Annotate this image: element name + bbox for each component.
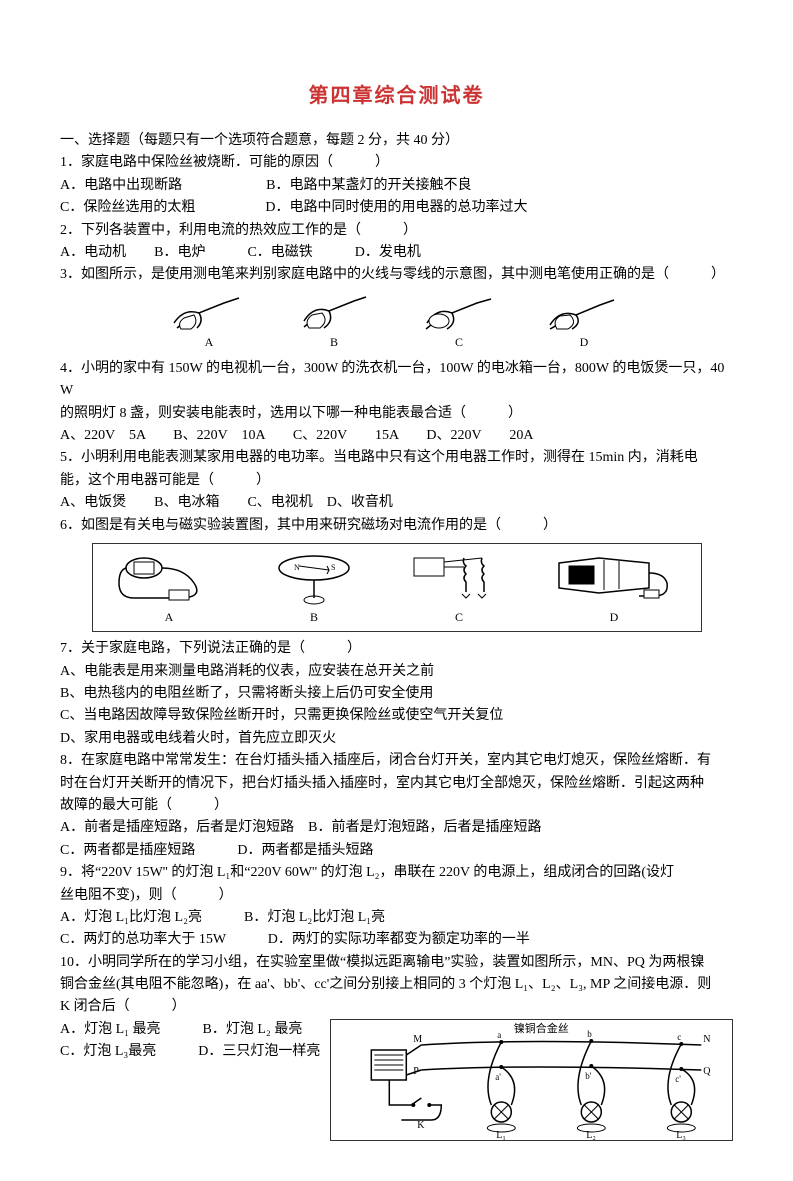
q1-opt-d: D．电路中同时使用的用电器的总功率过大 — [265, 200, 527, 215]
q3-fig-a: A — [169, 293, 249, 352]
q5-opts: A、电饭煲 B、电冰箱 C、电视机 D、收音机 — [60, 492, 733, 514]
circuit-loop-icon — [114, 548, 224, 608]
compass-magnet-icon: N S — [259, 548, 369, 608]
fig-title: 镍铜合金丝 — [514, 1021, 569, 1035]
q4-opts: A、220V 5A B、220V 10A C、220V 15A D、220V 2… — [60, 425, 733, 447]
q10-opt-a: A．灯泡 L₁ 最亮 — [60, 1022, 161, 1037]
q1-opt-c: C．保险丝选用的太粗 — [60, 200, 195, 215]
q6-figure-row: A N S B C — [92, 543, 702, 632]
q10-opt-d: D．三只灯泡一样亮 — [198, 1044, 320, 1059]
svg-text:N: N — [704, 1034, 711, 1045]
q10-opt-b: B．灯泡 L₂ 最亮 — [203, 1022, 303, 1037]
q3-label-b: B — [330, 333, 338, 352]
q1-opt-a: A．电路中出现断路 — [60, 178, 182, 193]
q5-stem2: 能，这个用电器可能是（ ） — [60, 470, 733, 492]
q2-stem: 2．下列各装置中，利用电流的热效应工作的是（ ） — [60, 220, 733, 242]
q10-stem2: 铜合金丝(其电阻不能忽略)，在 aa'、bb'、cc'之间分别接上相同的 3 个… — [60, 974, 733, 996]
q1-row1: A．电路中出现断路 B．电路中某盏灯的开关接触不良 — [60, 175, 733, 197]
q8-ab: A．前者是插座短路，后者是灯泡短路 B．前者是灯泡短路，后者是插座短路 — [60, 817, 733, 839]
q10-answer-row: A．灯泡 L₁ 最亮 B．灯泡 L₂ 最亮 C．灯泡 L₃最亮 D．三只灯泡一样… — [60, 1019, 733, 1141]
bulb-l3: L₃ — [668, 1044, 696, 1140]
bulb-l1: L₁ — [488, 1042, 516, 1140]
exam-page: 第四章综合测试卷 一、选择题（每题只有一个选项符合题意，每题 2 分，共 40 … — [0, 0, 793, 1181]
svg-text:M: M — [414, 1034, 423, 1045]
q3-stem: 3．如图所示，是使用测电笔来判别家庭电路中的火线与零线的示意图，其中测电笔使用正… — [60, 264, 733, 286]
svg-text:N: N — [294, 563, 300, 572]
q4-stem1: 4．小明的家中有 150W 的电视机一台，300W 的洗衣机一台，100W 的电… — [60, 358, 733, 403]
q6-fig-d: D — [549, 548, 679, 627]
q6-fig-c: C — [404, 548, 514, 627]
solenoid-nails-icon — [404, 548, 514, 608]
q10-stem3: K 闭合后（ ） — [60, 996, 733, 1018]
q6-label-b: B — [310, 608, 318, 627]
q6-stem: 6．如图是有关电与磁实验装置图，其中用来研究磁场对电流作用的是（ ） — [60, 515, 733, 537]
svg-text:c: c — [678, 1032, 682, 1042]
q3-label-a: A — [205, 333, 214, 352]
q6-fig-b: N S B — [259, 548, 369, 627]
svg-text:b: b — [588, 1029, 593, 1039]
hand-pen-icon — [544, 293, 624, 333]
hand-pen-icon — [294, 293, 374, 333]
q10-opt-c: C．灯泡 L₃最亮 — [60, 1044, 156, 1059]
hand-pen-icon — [169, 293, 249, 333]
svg-text:a': a' — [496, 1072, 502, 1082]
svg-text:L₂: L₂ — [587, 1130, 597, 1140]
q10-opts-left: A．灯泡 L₁ 最亮 B．灯泡 L₂ 最亮 C．灯泡 L₃最亮 D．三只灯泡一样… — [60, 1019, 320, 1064]
q7-c: C、当电路因故障导致保险丝断开时，只需更换保险丝或使空气开关复位 — [60, 705, 733, 727]
bulb-l2: L₂ — [578, 1041, 606, 1140]
q1-row2: C．保险丝选用的太粗 D．电路中同时使用的用电器的总功率过大 — [60, 197, 733, 219]
q3-label-d: D — [580, 333, 589, 352]
svg-text:Q: Q — [704, 1066, 712, 1077]
svg-text:c': c' — [676, 1074, 682, 1084]
q8-stem2: 时在台灯开关断开的情况下，把台灯插头插入插座时，室内其它电灯全部熄灭，保险丝熔断… — [60, 773, 733, 795]
q7-b: B、电热毯内的电阻丝断了，只需将断头接上后仍可安全使用 — [60, 683, 733, 705]
q4-stem2: 的照明灯 8 盏，则安装电能表时，选用以下哪一种电能表最合适（ ） — [60, 403, 733, 425]
svg-text:L₁: L₁ — [497, 1130, 507, 1140]
q9-stem2: 丝电阻不变)，则（ ） — [60, 885, 733, 907]
q9-stem1: 9．将“220V 15W'' 的灯泡 L₁和“220V 60W'' 的灯泡 L₂… — [60, 862, 733, 884]
svg-text:a: a — [498, 1030, 502, 1040]
q10-ab: A．灯泡 L₁ 最亮 B．灯泡 L₂ 最亮 — [60, 1019, 320, 1041]
q3-label-c: C — [455, 333, 463, 352]
q6-fig-a: A — [114, 548, 224, 627]
page-title: 第四章综合测试卷 — [60, 80, 733, 112]
svg-text:b': b' — [586, 1071, 593, 1081]
q10-cd: C．灯泡 L₃最亮 D．三只灯泡一样亮 — [60, 1041, 320, 1063]
q3-fig-d: D — [544, 293, 624, 352]
q1-stem: 1．家庭电路中保险丝被烧断．可能的原因（ ） — [60, 152, 733, 174]
q8-stem3: 故障的最大可能（ ） — [60, 795, 733, 817]
q3-figure-row: A B C D — [147, 293, 647, 352]
q9-ab: A．灯泡 L₁比灯泡 L₂亮 B．灯泡 L₂比灯泡 L₁亮 — [60, 907, 733, 929]
q7-stem: 7．关于家庭电路，下列说法正确的是（ ） — [60, 638, 733, 660]
svg-text:S: S — [331, 563, 335, 572]
section-header: 一、选择题（每题只有一个选项符合题意，每题 2 分，共 40 分） — [60, 130, 733, 152]
q7-a: A、电能表是用来测量电路消耗的仪表，应安装在总开关之前 — [60, 661, 733, 683]
q10-circuit-figure: 镍铜合金丝 M N P Q a b c a' b' c' — [330, 1019, 733, 1141]
q5-stem1: 5．小明利用电能表测某家用电器的电功率。当电路中只有这个用电器工作时，测得在 1… — [60, 447, 733, 469]
q2-opts: A．电动机 B．电炉 C．电磁铁 D．发电机 — [60, 242, 733, 264]
q6-label-c: C — [455, 608, 463, 627]
q9-cd: C．两灯的总功率大于 15W D．两灯的实际功率都变为额定功率的一半 — [60, 929, 733, 951]
q8-cd: C．两者都是插座短路 D．两者都是插头短路 — [60, 840, 733, 862]
q8-stem1: 8．在家庭电路中常常发生：在台灯插头插入插座后，闭合台灯开关，室内其它电灯熄灭，… — [60, 750, 733, 772]
q6-label-d: D — [610, 608, 619, 627]
q7-d: D、家用电器或电线着火时，首先应立即灭火 — [60, 728, 733, 750]
q6-label-a: A — [165, 608, 174, 627]
magnet-rail-icon — [549, 548, 679, 608]
q3-fig-b: B — [294, 293, 374, 352]
svg-text:L₃: L₃ — [677, 1130, 687, 1140]
q1-opt-b: B．电路中某盏灯的开关接触不良 — [266, 178, 471, 193]
q10-stem1: 10．小明同学所在的学习小组，在实验室里做“模拟远距离输电”实验，装置如图所示，… — [60, 952, 733, 974]
q3-fig-c: C — [419, 293, 499, 352]
hand-pen-icon — [419, 293, 499, 333]
